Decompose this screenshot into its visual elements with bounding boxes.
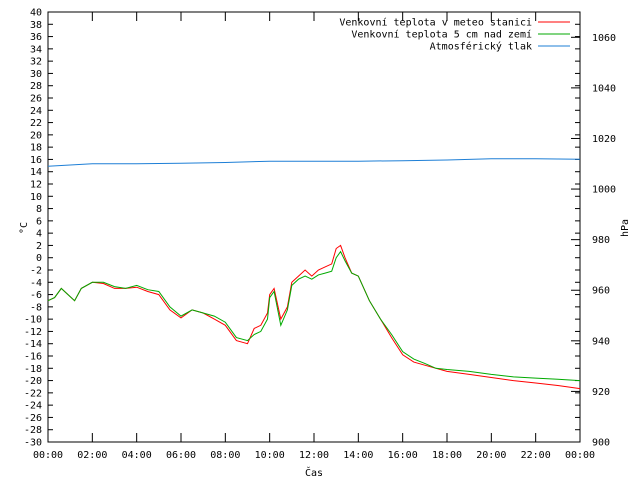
y-right-tick-label: 1060	[592, 33, 616, 44]
x-tick-label: 22:00	[521, 450, 551, 461]
plot-border	[47, 11, 581, 443]
x-tick-label: 00:00	[33, 450, 63, 461]
y-right-tick-label: 900	[592, 438, 610, 449]
y-left-tick-label: -12	[24, 327, 42, 338]
y-left-tick-label: 10	[30, 192, 42, 203]
y-left-tick-label: -2	[30, 266, 42, 277]
series-lines	[47, 158, 581, 390]
y-left-tick-label: -4	[30, 278, 42, 289]
x-tick-label: 04:00	[122, 450, 152, 461]
x-axis-label: Čas	[305, 466, 323, 479]
y-left-tick-label: 28	[30, 81, 42, 92]
y-left-tick-label: 38	[30, 20, 42, 31]
y-left-tick-label: 30	[30, 69, 42, 80]
y-left-tick-label: -6	[30, 290, 42, 301]
y-right-tick-label: 1000	[592, 185, 616, 196]
y-left-tick-label: 32	[30, 57, 42, 68]
x-tick-label: 00:00	[565, 450, 595, 461]
y-left-tick-label: 16	[30, 155, 42, 166]
x-tick-label: 08:00	[210, 450, 240, 461]
legend-label-1: Venkovní teplota v meteo stanici	[339, 17, 532, 29]
y-left-tick-label: -30	[24, 438, 42, 449]
x-tick-label: 14:00	[343, 450, 373, 461]
x-axis: 00:00 02:00 04:00 06:00 08:00 10:00 12:00 14:00…	[33, 12, 595, 461]
y-right-tick-label: 1020	[592, 134, 616, 145]
y-left-tick-label: 2	[36, 241, 42, 252]
y-left-tick-label: -20	[24, 376, 42, 387]
y-left-tick-label: -16	[24, 352, 42, 363]
y-left-tick-label: 14	[30, 167, 42, 178]
y-left-tick-label: 18	[30, 143, 42, 154]
y-left-tick-label: -8	[30, 302, 42, 313]
y-left-tick-label: 34	[30, 44, 42, 55]
y-left-tick-label: 36	[30, 32, 42, 43]
y-left-tick-label: -26	[24, 413, 42, 424]
y-right-tick-label: 940	[592, 336, 610, 347]
y-right-tick-label: 980	[592, 235, 610, 246]
series-line-3	[47, 158, 581, 167]
y-left-tick-label: -10	[24, 315, 42, 326]
y-left-tick-label: -24	[24, 401, 42, 412]
y-axis-left-label: °C	[19, 222, 30, 234]
y-left-tick-label: 22	[30, 118, 42, 129]
legend: Venkovní teplota v meteo staniciVenkovní…	[339, 17, 570, 53]
y-axis-left: -30-28-26-24-22-20-18-16-14-12-10-8-6-4-…	[24, 8, 580, 449]
y-right-tick-label: 960	[592, 286, 610, 297]
x-tick-label: 16:00	[388, 450, 418, 461]
y-right-tick-label: 920	[592, 387, 610, 398]
y-left-tick-label: 4	[36, 229, 42, 240]
y-left-tick-label: -18	[24, 364, 42, 375]
y-left-tick-label: -28	[24, 425, 42, 436]
y-left-tick-label: 26	[30, 94, 42, 105]
y-left-tick-label: 24	[30, 106, 42, 117]
x-tick-label: 10:00	[255, 450, 285, 461]
x-tick-label: 02:00	[77, 450, 107, 461]
y-left-tick-label: 40	[30, 8, 42, 19]
x-tick-label: 12:00	[299, 450, 329, 461]
x-tick-label: 20:00	[476, 450, 506, 461]
legend-label-3: Atmosférický tlak	[430, 41, 532, 53]
y-left-tick-label: -22	[24, 388, 42, 399]
x-tick-label: 18:00	[432, 450, 462, 461]
series-line-2	[47, 250, 581, 382]
y-left-tick-label: 0	[36, 253, 42, 264]
y-left-tick-label: 20	[30, 130, 42, 141]
x-tick-label: 06:00	[166, 450, 196, 461]
axes-frame	[47, 11, 581, 443]
y-right-tick-label: 1040	[592, 83, 616, 94]
legend-label-2: Venkovní teplota 5 cm nad zemí	[351, 29, 532, 41]
y-axis-right: 900 920 940 960 980 1000 1020 1040 1060	[571, 33, 616, 449]
y-left-tick-label: 8	[36, 204, 42, 215]
series-line-1	[47, 244, 581, 390]
y-axis-right-label: hPa	[620, 219, 631, 237]
y-left-tick-label: 12	[30, 180, 42, 191]
y-left-tick-label: -14	[24, 339, 42, 350]
y-left-tick-label: 6	[36, 216, 42, 227]
